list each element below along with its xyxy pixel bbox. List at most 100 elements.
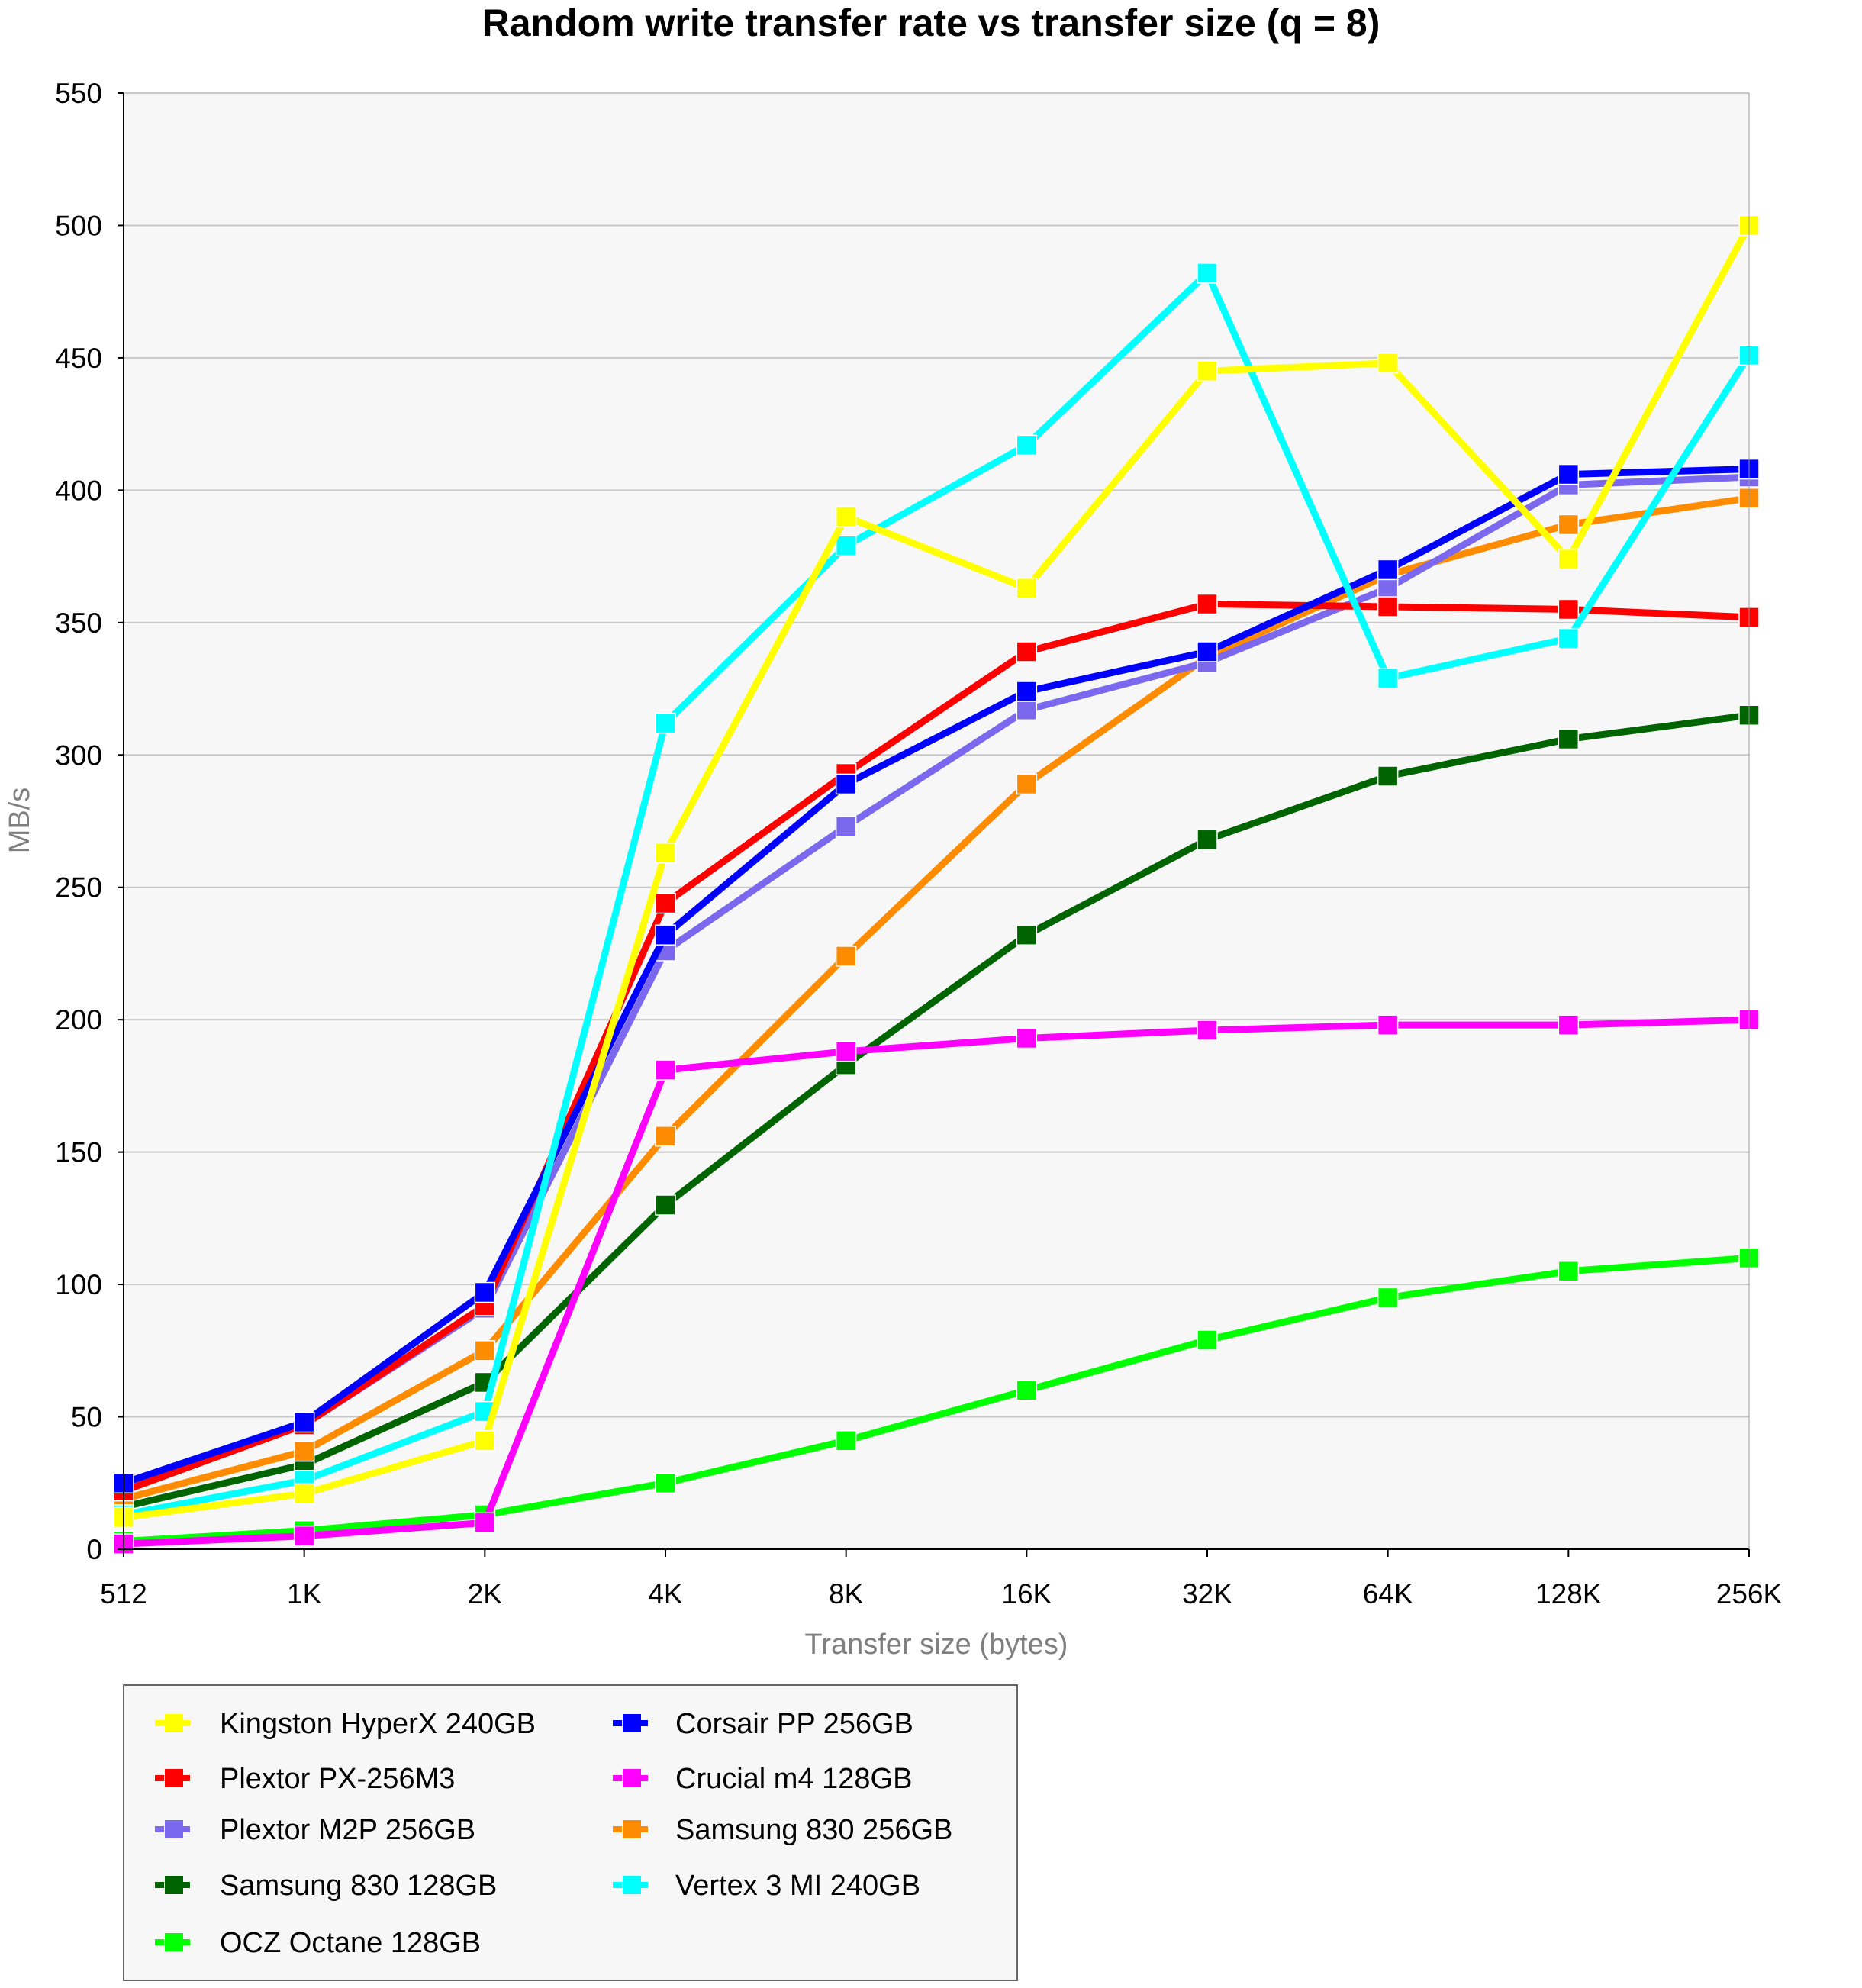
data-point bbox=[835, 816, 857, 837]
series-line bbox=[122, 466, 1750, 1487]
data-point bbox=[474, 1430, 496, 1452]
data-point bbox=[1197, 1020, 1218, 1041]
data-point bbox=[1197, 641, 1218, 662]
legend-marker bbox=[623, 1769, 641, 1787]
series-samsung-830-128gb bbox=[113, 704, 1760, 1518]
data-point bbox=[1016, 641, 1038, 662]
data-point bbox=[1558, 514, 1580, 536]
legend-item: Crucial m4 128GB bbox=[613, 1763, 912, 1795]
data-point bbox=[1197, 1329, 1218, 1351]
legend-item: Samsung 830 128GB bbox=[155, 1870, 497, 1902]
data-point bbox=[1377, 577, 1399, 599]
legend-marker bbox=[165, 1769, 183, 1787]
data-point bbox=[1016, 699, 1038, 721]
legend-marker bbox=[623, 1876, 641, 1894]
data-point bbox=[655, 1194, 676, 1216]
data-point bbox=[1377, 1014, 1399, 1036]
x-axis-title: Transfer size (bytes) bbox=[805, 1629, 1068, 1661]
data-point bbox=[1558, 728, 1580, 750]
x-tick-label: 1K bbox=[287, 1578, 322, 1609]
chart-title: Random write transfer rate vs transfer s… bbox=[482, 2, 1380, 44]
legend-label: OCZ Octane 128GB bbox=[220, 1927, 481, 1959]
data-point bbox=[655, 924, 676, 946]
x-tick-label: 32K bbox=[1182, 1578, 1232, 1609]
x-tick-label: 8K bbox=[829, 1578, 864, 1609]
data-point bbox=[835, 1041, 857, 1062]
plot-background bbox=[124, 93, 1749, 1549]
series-line bbox=[123, 1016, 1750, 1548]
data-point bbox=[474, 1340, 496, 1361]
data-point bbox=[1558, 598, 1580, 620]
y-tick-label: 400 bbox=[55, 475, 102, 506]
x-tick-label: 256K bbox=[1716, 1578, 1783, 1609]
data-point bbox=[1558, 1260, 1580, 1282]
data-point bbox=[1377, 765, 1399, 787]
data-point bbox=[1558, 463, 1580, 485]
legend-label: Plextor PX-256M3 bbox=[220, 1763, 455, 1795]
y-tick-label: 550 bbox=[55, 78, 102, 109]
data-point bbox=[293, 1483, 315, 1504]
data-point bbox=[293, 1411, 315, 1433]
data-point bbox=[655, 842, 676, 864]
data-point bbox=[1558, 1014, 1580, 1036]
data-point bbox=[835, 535, 857, 556]
x-tick-label: 64K bbox=[1363, 1578, 1413, 1609]
series-kingston-hyperx-240gb bbox=[113, 214, 1760, 1529]
data-point bbox=[1197, 829, 1218, 851]
y-tick-label: 200 bbox=[55, 1004, 102, 1036]
x-tick-label: 128K bbox=[1535, 1578, 1602, 1609]
data-point bbox=[835, 946, 857, 967]
legend-item: Vertex 3 MI 240GB bbox=[613, 1870, 920, 1902]
y-axis-title: MB/s bbox=[4, 788, 36, 854]
series-line bbox=[122, 601, 1750, 1494]
y-tick-label: 500 bbox=[55, 210, 102, 241]
series-line bbox=[123, 1254, 1750, 1545]
legend-item: Plextor PX-256M3 bbox=[155, 1763, 455, 1795]
data-point bbox=[655, 1126, 676, 1147]
data-point bbox=[1016, 434, 1038, 456]
y-tick-label: 300 bbox=[55, 739, 102, 771]
data-point bbox=[1016, 773, 1038, 795]
data-point bbox=[655, 1472, 676, 1494]
legend-label: Samsung 830 256GB bbox=[675, 1814, 952, 1846]
data-point bbox=[1016, 577, 1038, 599]
x-tick-label: 2K bbox=[468, 1578, 503, 1609]
legend-marker bbox=[623, 1714, 641, 1732]
data-point bbox=[1016, 1380, 1038, 1401]
legend-item: Corsair PP 256GB bbox=[613, 1708, 913, 1740]
data-point bbox=[1377, 667, 1399, 689]
data-point bbox=[1377, 596, 1399, 617]
legend-label: Corsair PP 256GB bbox=[675, 1708, 913, 1740]
y-tick-label: 100 bbox=[55, 1269, 102, 1300]
data-point bbox=[655, 712, 676, 734]
y-tick-label: 0 bbox=[86, 1534, 102, 1565]
series-group bbox=[113, 214, 1760, 1555]
data-point bbox=[835, 506, 857, 527]
series-line bbox=[123, 267, 1752, 1519]
data-point bbox=[1016, 1027, 1038, 1049]
x-tick-label: 512 bbox=[100, 1578, 147, 1609]
legend-marker bbox=[165, 1933, 183, 1951]
legend-item: OCZ Octane 128GB bbox=[155, 1927, 481, 1959]
data-point bbox=[1016, 924, 1038, 946]
y-tick-labels: 0 50 100 150 200 250 300 350 400 450 500 550 bbox=[55, 78, 124, 1565]
legend-marker bbox=[165, 1820, 183, 1838]
legend-marker bbox=[623, 1820, 641, 1838]
x-tick-label: 16K bbox=[1001, 1578, 1052, 1609]
x-tick-label: 4K bbox=[648, 1578, 683, 1609]
data-point bbox=[1016, 681, 1038, 702]
series-line bbox=[122, 711, 1750, 1510]
legend-item: Plextor M2P 256GB bbox=[155, 1814, 475, 1846]
data-point bbox=[474, 1512, 496, 1534]
data-point bbox=[1377, 353, 1399, 374]
gridlines bbox=[124, 224, 1749, 1418]
data-point bbox=[1197, 263, 1218, 284]
legend-label: Samsung 830 128GB bbox=[220, 1870, 497, 1902]
legend-label: Kingston HyperX 240GB bbox=[220, 1708, 536, 1740]
y-tick-label: 150 bbox=[55, 1137, 102, 1168]
data-point bbox=[655, 892, 676, 914]
y-tick-label: 450 bbox=[55, 343, 102, 374]
legend-label: Vertex 3 MI 240GB bbox=[675, 1870, 920, 1902]
data-point bbox=[1558, 548, 1580, 570]
